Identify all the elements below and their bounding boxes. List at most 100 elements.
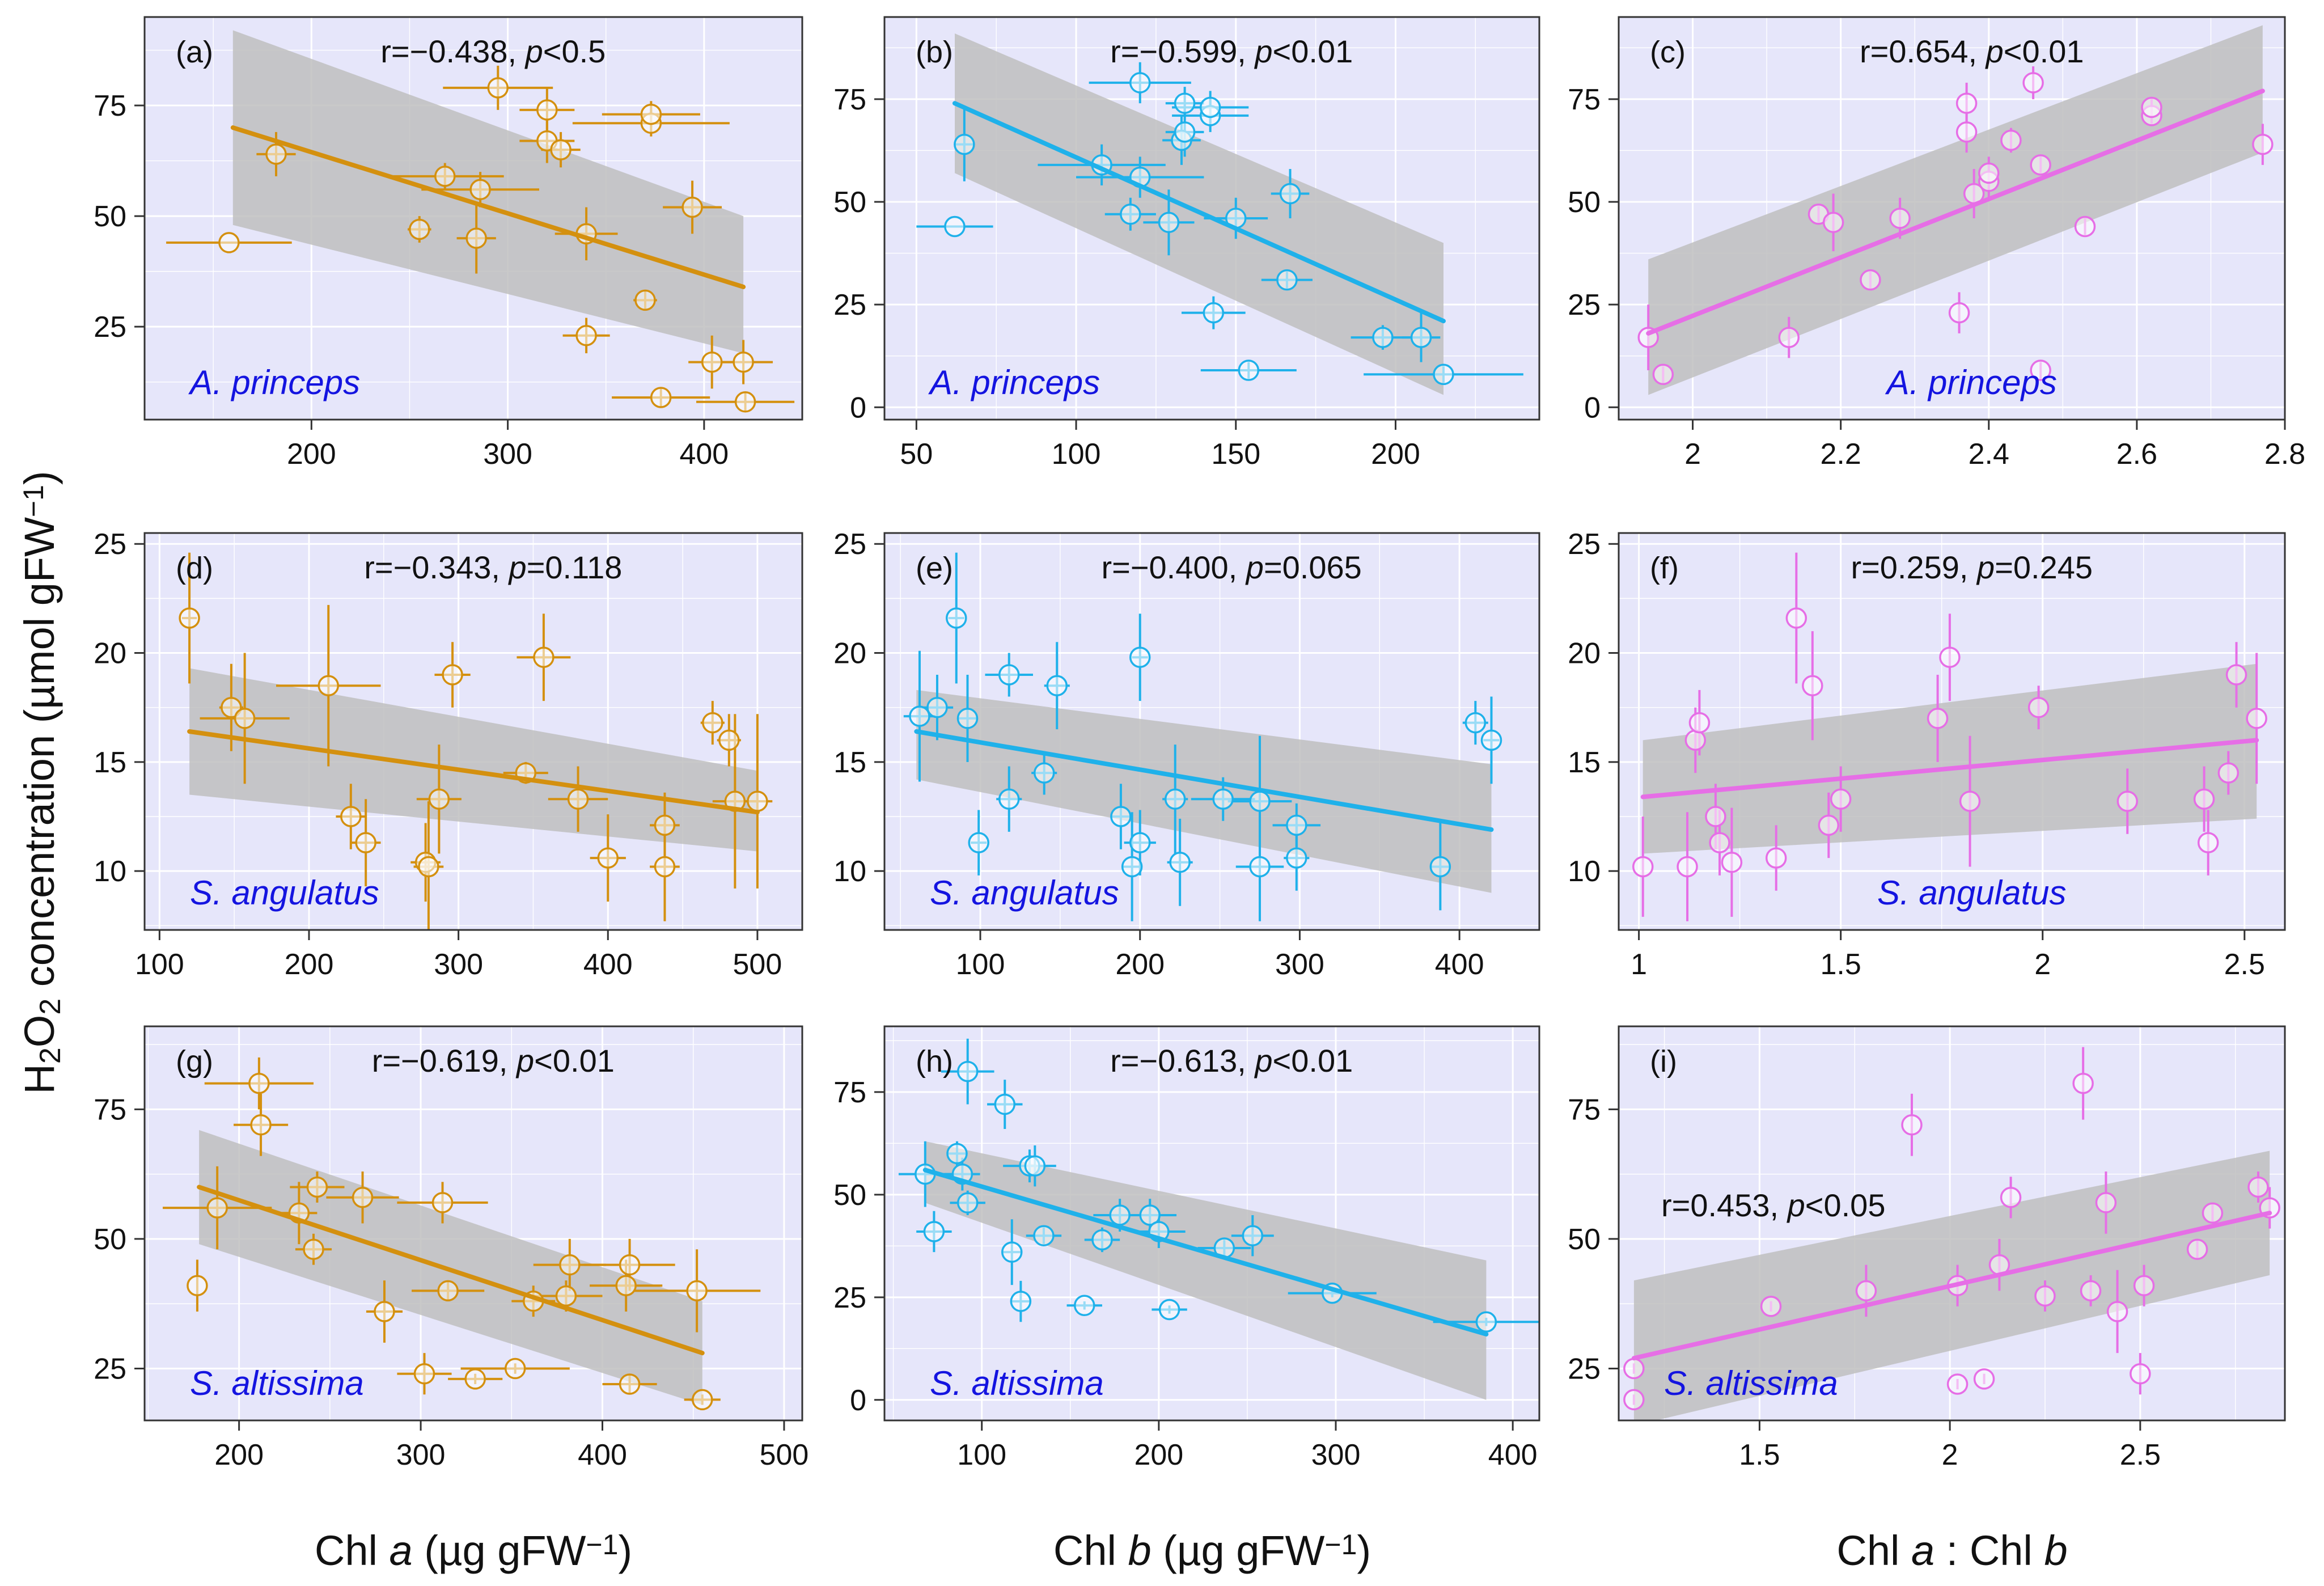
data-point (1860, 269, 1881, 291)
correlation-annotation: r=−0.343, p=0.118 (364, 549, 622, 585)
y-tick-label: 75 (833, 1076, 866, 1109)
data-point (654, 856, 676, 878)
y-tick-label: 25 (833, 289, 866, 322)
x-axis-title: Chl a (µg gFW−1) (315, 1527, 632, 1574)
plot-frame (1618, 16, 2286, 421)
data-point (218, 232, 240, 253)
y-tick-label: 50 (833, 1179, 866, 1212)
data-point (2030, 360, 2051, 381)
data-point (909, 705, 930, 727)
panel-label: (c) (1650, 35, 1686, 69)
x-tick-label: 2.6 (2116, 438, 2157, 471)
x-axis-title: Chl b (µg gFW−1) (1053, 1527, 1371, 1574)
r-value: r=−0.613, (1110, 1043, 1255, 1079)
confidence-band (925, 1141, 1487, 1400)
x-tick-label: 50 (900, 438, 933, 471)
x-tick-label: 2.5 (2120, 1439, 2161, 1471)
data-point (634, 289, 656, 311)
plot-frame (143, 1025, 803, 1422)
data-point (464, 1368, 486, 1390)
plot-frame (1618, 1025, 2286, 1422)
y-axis-title-part: 2 (34, 1047, 67, 1064)
data-point (437, 1280, 459, 1302)
p-symbol: p (1245, 549, 1264, 585)
data-point (946, 1143, 968, 1165)
data-point (431, 1192, 454, 1213)
species-label: A. princeps (188, 363, 360, 401)
x-axis-title-part: b (2044, 1527, 2067, 1574)
data-point (1238, 360, 1260, 381)
data-point (1010, 1291, 1032, 1312)
regression-line (952, 101, 1446, 324)
data-point (701, 351, 723, 373)
data-point (1778, 327, 1800, 348)
data-point (733, 351, 754, 373)
y-axis-title-part: 2 (34, 999, 67, 1015)
data-point (615, 1275, 637, 1296)
data-point (1169, 852, 1191, 873)
data-point (1765, 847, 1787, 869)
r-value: r=0.654, (1860, 33, 1986, 69)
data-point (1464, 712, 1487, 734)
p-symbol: p (1985, 33, 2004, 69)
species-label: S. altissima (1664, 1364, 1838, 1402)
r-value: r=−0.400, (1101, 549, 1246, 585)
panel-label: (a) (176, 35, 213, 69)
data-point (1705, 806, 1726, 827)
p-value: <0.01 (2004, 33, 2084, 69)
p-symbol: p (1254, 33, 1272, 69)
data-point (303, 1238, 324, 1260)
data-point (306, 1176, 328, 1198)
data-point (1855, 1280, 1877, 1302)
data-point (2246, 708, 2267, 729)
r-value: r=0.259, (1851, 549, 1977, 585)
x-axis-title-part: Chl (1053, 1527, 1128, 1574)
data-point (1203, 302, 1225, 324)
panel-c: 2 2.2 2.4 2.6 2.8 0 25 50 75 (c) r=0.654, p<0.01 A.… (1568, 16, 2305, 471)
x-tick-label: 2 (2034, 948, 2051, 981)
panel-d: 100 200 300 400 500 10 15 20 25 (d) r=−0.343, p=0.… (94, 528, 803, 981)
x-axis-title-part: (µg gFW (413, 1527, 586, 1574)
data-point (1955, 121, 1978, 143)
x-tick-label: 200 (287, 438, 336, 471)
x-tick-label: 100 (956, 948, 1005, 981)
plot-frame (883, 16, 1540, 421)
data-point (1249, 856, 1271, 878)
species-label: S. angulatus (1877, 874, 2067, 912)
data-point (1946, 1373, 1969, 1395)
r-value: r=0.453, (1661, 1187, 1788, 1223)
data-point (2000, 1187, 2022, 1208)
regression-line (1646, 88, 2265, 336)
x-axis-title-part: Chl (315, 1527, 390, 1574)
x-tick-label: 1 (1631, 948, 1647, 981)
species-label: A. princeps (1885, 363, 2057, 401)
data-point (567, 788, 589, 810)
data-point (2074, 215, 2096, 238)
data-point (1677, 856, 1698, 878)
data-point (1286, 814, 1307, 836)
plot-frame (883, 532, 1540, 931)
x-tick-label: 200 (285, 948, 334, 981)
x-axis-title-part: −1 (1324, 1529, 1357, 1560)
data-point (374, 1301, 395, 1322)
data-point (1948, 302, 1970, 324)
x-tick-label: 300 (396, 1439, 446, 1471)
x-tick-label: 100 (135, 948, 184, 981)
data-point (434, 166, 456, 187)
p-value: <0.01 (534, 1043, 615, 1079)
data-point (1046, 675, 1068, 696)
data-point (1429, 856, 1451, 878)
data-point (1276, 269, 1298, 291)
y-tick-label: 75 (94, 1093, 126, 1126)
data-point (718, 729, 740, 751)
data-point (340, 806, 362, 827)
data-point (2202, 1202, 2224, 1224)
data-point (2252, 133, 2274, 155)
x-tick-label: 400 (578, 1439, 627, 1471)
x-tick-label: 400 (679, 438, 729, 471)
data-point (926, 696, 948, 718)
data-point (1959, 790, 1981, 812)
data-point (1174, 121, 1196, 143)
r-value: r=−0.438, (380, 33, 525, 69)
